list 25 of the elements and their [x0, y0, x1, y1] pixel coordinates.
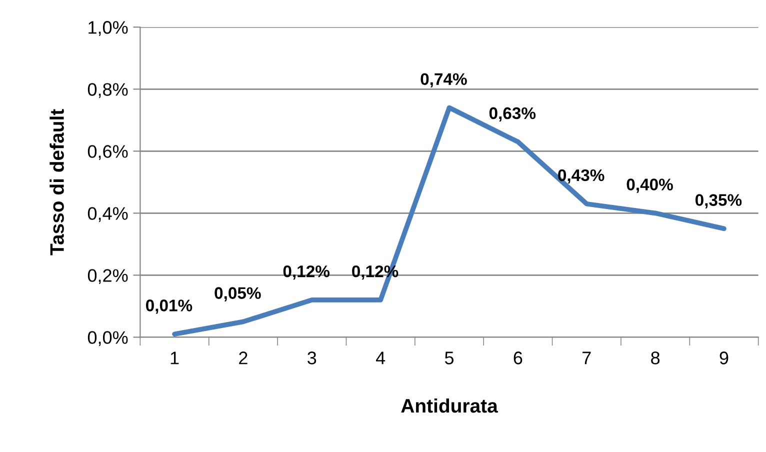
x-tick-label: 3 [308, 352, 316, 364]
data-label: 0,05% [214, 287, 261, 302]
y-tick-label: 0,4% [88, 207, 128, 222]
x-axis-title: Antidurata [401, 398, 498, 413]
y-tick-label: 0,8% [88, 83, 128, 98]
data-label: 0,74% [420, 73, 467, 88]
y-axis-title: Tasso di default [50, 109, 64, 256]
x-tick-label: 7 [582, 352, 591, 364]
data-label: 0,35% [695, 194, 742, 208]
x-tick-label: 6 [514, 352, 522, 364]
x-tick-label: 5 [444, 352, 454, 364]
x-tick-label: 4 [376, 352, 386, 364]
y-tick-label: 0,0% [88, 331, 128, 346]
data-label: 0,43% [558, 169, 604, 184]
data-label: 0,01% [146, 300, 192, 314]
y-tick-label: 0,2% [88, 269, 128, 284]
y-tick-label: 1,0% [88, 21, 128, 36]
x-tick-label: 9 [720, 352, 728, 364]
y-tick-label: 0,6% [88, 145, 128, 160]
x-tick-label: 2 [239, 352, 248, 364]
data-label: 0,63% [489, 107, 536, 122]
data-label: 0,12% [283, 265, 330, 280]
x-tick-label: 1 [170, 352, 179, 364]
x-tick-label: 8 [651, 352, 660, 364]
data-label: 0,40% [626, 178, 673, 193]
